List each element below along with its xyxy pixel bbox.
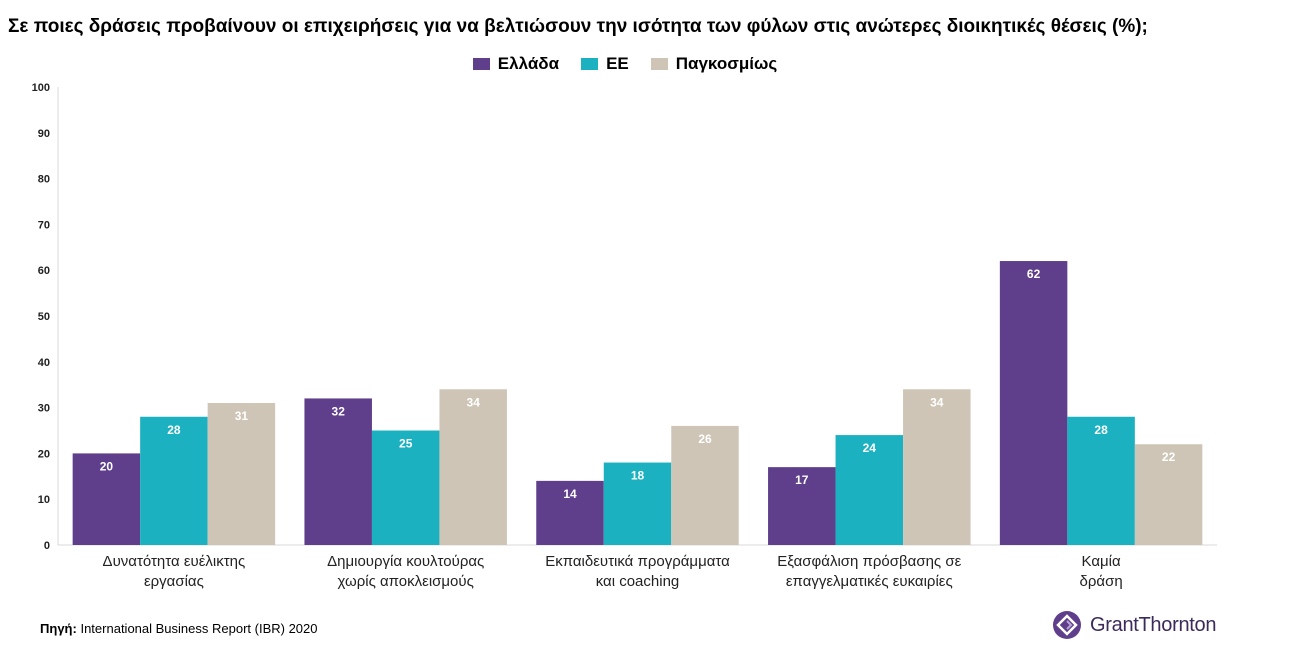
bar-value-label: 20 — [100, 459, 114, 473]
y-tick-label: 60 — [38, 265, 50, 277]
bar-value-label: 31 — [235, 409, 249, 423]
grant-thornton-logo-icon — [1053, 611, 1081, 639]
bar-value-label: 25 — [399, 437, 413, 451]
bar-value-label: 22 — [1162, 450, 1176, 464]
bar — [439, 389, 507, 545]
x-category-label: επαγγελματικές ευκαιρίες — [786, 573, 953, 590]
x-category-label: χωρίς αποκλεισμούς — [338, 573, 474, 590]
brand-name: GrantThornton — [1090, 613, 1217, 636]
x-category-label: Δυνατότητα ευέλικτης — [103, 553, 246, 570]
bar-value-label: 28 — [1094, 423, 1108, 437]
x-category-label: Καμία — [1082, 553, 1121, 570]
bar — [835, 435, 904, 545]
bar-value-label: 17 — [795, 473, 809, 487]
brand-logo: GrantThornton — [1052, 610, 1216, 640]
source-text: International Business Report (IBR) 2020 — [80, 621, 318, 636]
bar-value-label: 32 — [332, 404, 346, 418]
y-tick-label: 90 — [38, 128, 50, 140]
bar-value-label: 18 — [631, 469, 645, 483]
bar-value-label: 26 — [698, 432, 712, 446]
legend-item-eu: ΕΕ — [581, 54, 629, 74]
x-category-label: Εκπαιδευτικά προγράμματα — [545, 553, 730, 570]
legend: Ελλάδα ΕΕ Παγκοσμίως — [0, 54, 1250, 74]
bar-value-label: 34 — [467, 395, 481, 409]
x-category-label: Δημιουργία κουλτούρας — [327, 553, 484, 570]
bar — [1067, 416, 1135, 545]
bar — [999, 261, 1068, 545]
bar — [536, 480, 604, 545]
bar — [903, 389, 971, 545]
bar-value-label: 62 — [1027, 267, 1041, 281]
source-note: Πηγή: International Business Report (IBR… — [40, 621, 317, 636]
bar — [1134, 444, 1203, 545]
bar — [140, 416, 208, 545]
x-category-label: εργασίας — [144, 573, 204, 590]
source-label: Πηγή: — [40, 621, 77, 636]
chart-title: Σε ποιες δράσεις προβαίνουν οι επιχειρήσ… — [8, 16, 1148, 37]
legend-label-eu: ΕΕ — [606, 54, 629, 73]
legend-item-greece: Ελλάδα — [472, 54, 560, 74]
y-tick-label: 30 — [38, 403, 50, 415]
y-tick-label: 80 — [38, 174, 50, 186]
x-category-label: και coaching — [596, 573, 680, 590]
legend-item-global: Παγκοσμίως — [650, 54, 778, 74]
bar-value-label: 14 — [563, 487, 577, 501]
y-tick-label: 40 — [38, 357, 50, 369]
x-category-label: Εξασφάλιση πρόσβασης σε — [777, 553, 961, 570]
bar-value-label: 24 — [863, 441, 877, 455]
y-tick-label: 50 — [38, 311, 50, 323]
bar — [671, 425, 739, 545]
legend-swatch-eu — [581, 58, 599, 70]
bar — [304, 398, 372, 545]
bar-value-label: 28 — [167, 423, 181, 437]
legend-swatch-greece — [472, 58, 490, 70]
legend-swatch-global — [650, 58, 668, 70]
bar — [603, 462, 672, 545]
legend-label-global: Παγκοσμίως — [675, 54, 778, 73]
y-tick-label: 10 — [38, 494, 50, 506]
bar — [207, 403, 276, 545]
bar — [768, 467, 836, 545]
bar — [72, 453, 141, 545]
bar — [371, 430, 440, 545]
legend-label-greece: Ελλάδα — [497, 54, 560, 73]
y-tick-label: 20 — [38, 448, 50, 460]
y-tick-label: 100 — [32, 82, 50, 94]
bar-value-label: 34 — [930, 395, 944, 409]
y-tick-label: 0 — [44, 540, 50, 552]
x-category-label: δράση — [1080, 573, 1123, 590]
y-tick-label: 70 — [38, 219, 50, 231]
